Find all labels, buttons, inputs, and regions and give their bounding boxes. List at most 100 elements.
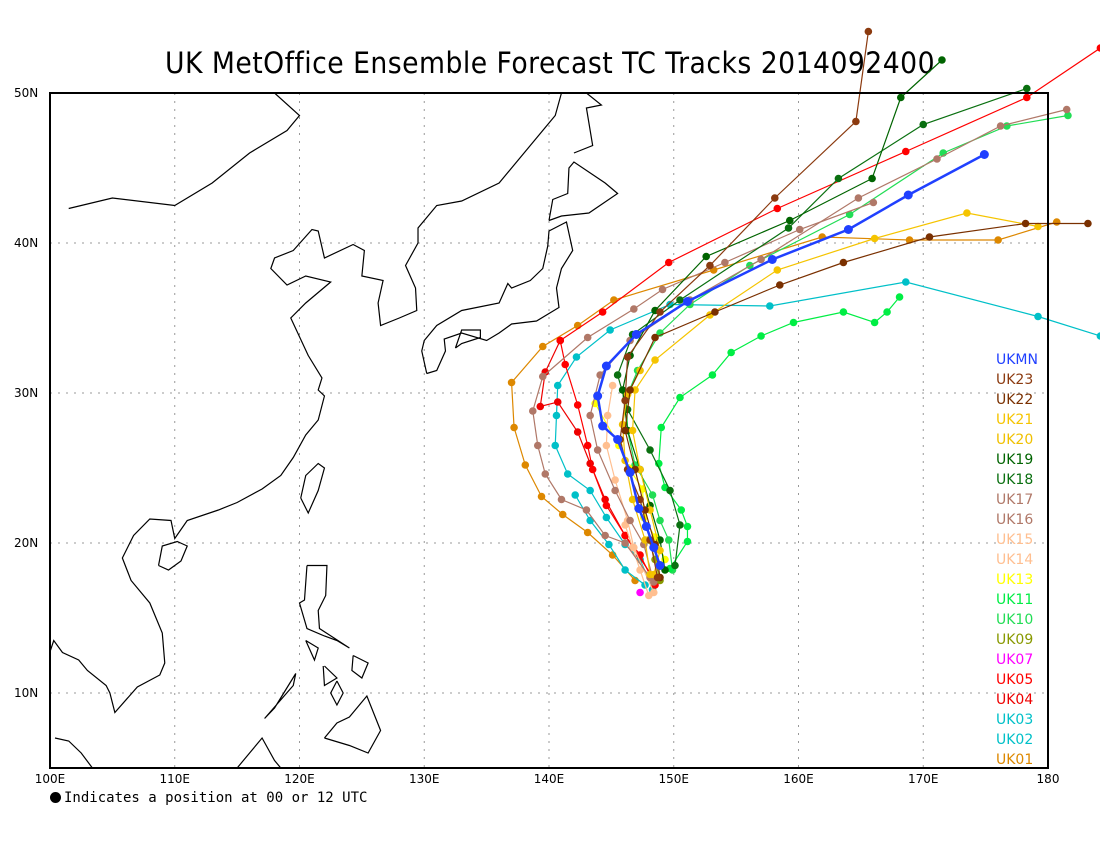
track-position-dot (538, 372, 547, 381)
x-tick-label: 100E (34, 772, 66, 786)
track-position-dot (610, 296, 618, 304)
x-tick-label: 110E (159, 772, 191, 786)
track-position-dot (870, 318, 879, 327)
track-position-dot (621, 396, 629, 405)
track-position-dot (558, 510, 567, 519)
coastline (157, 540, 189, 571)
legend-entry-uk03: UK03 (996, 712, 1034, 728)
legend-entry-uk14: UK14 (996, 552, 1034, 568)
track-position-dot (919, 120, 928, 129)
track-position-dot (870, 234, 879, 243)
track-position-dot (933, 155, 941, 163)
track-position-dot (528, 407, 537, 415)
track-position-dot (671, 561, 679, 570)
track-position-dot (561, 360, 570, 369)
legend-entry-uk13: UK13 (996, 572, 1034, 588)
track-position-dot (938, 56, 946, 64)
track-position-dot (903, 190, 913, 200)
coastline (548, 161, 619, 222)
coastline (351, 654, 369, 679)
track-position-dot (556, 336, 565, 345)
track-position-dot (628, 426, 637, 435)
track-position-dot (676, 393, 684, 402)
y-tick-label: 20N (14, 536, 39, 550)
coastline (54, 737, 93, 768)
track-uk01 (507, 218, 1061, 585)
track-uk21 (628, 209, 1042, 579)
track-position-dot (1064, 111, 1072, 120)
track-position-dot (602, 513, 611, 522)
legend-entry-uk05: UK05 (996, 672, 1034, 688)
track-position-dot (626, 386, 634, 394)
legend-entry-uk17: UK17 (996, 492, 1034, 508)
track-position-dot (789, 318, 798, 327)
track-position-dot (757, 255, 765, 264)
track-position-dot (541, 470, 550, 478)
track-position-dot (839, 308, 848, 316)
track-position-dot (883, 308, 891, 316)
track-position-dot (1021, 219, 1030, 228)
track-position-dot (623, 353, 632, 361)
coastline (330, 680, 344, 707)
track-position-dot (682, 297, 692, 306)
track-position-dot (963, 209, 971, 217)
track-position-dot (711, 308, 719, 316)
track-position-dot (583, 333, 592, 342)
track-position-dot (706, 261, 714, 270)
track-line (510, 221, 1057, 581)
track-uk18 (613, 84, 1031, 570)
track-position-dot (586, 486, 594, 495)
position-dot-icon (50, 792, 61, 803)
coastline (298, 564, 350, 649)
coastline (300, 462, 326, 515)
track-uk05 (556, 44, 1100, 589)
track-position-dot (683, 537, 692, 546)
track-position-dot (563, 470, 572, 478)
coastline (305, 639, 319, 662)
track-position-dot (621, 566, 629, 574)
note-text: Indicates a position at 00 or 12 UTC (64, 790, 368, 806)
tracks (507, 27, 1100, 600)
track-position-dot (845, 210, 854, 219)
track-position-dot (727, 348, 735, 357)
track-line (532, 201, 874, 578)
track-position-dot (611, 476, 619, 484)
track-position-dot (630, 305, 638, 313)
track-position-dot (598, 308, 607, 316)
track-line (658, 296, 901, 569)
track-position-dot (664, 258, 673, 267)
track-position-dot (621, 531, 629, 540)
track-position-dot (613, 371, 622, 379)
track-position-dot (621, 426, 629, 435)
grid-lines (50, 93, 1048, 768)
track-position-dot (605, 540, 613, 549)
track-position-dot (785, 216, 794, 225)
track-position-dot (721, 258, 729, 267)
track-position-dot (536, 402, 545, 411)
track-position-dot (676, 296, 684, 304)
y-tick-label: 50N (14, 86, 39, 100)
track-position-dot (593, 391, 603, 401)
track-position-dot (854, 194, 863, 202)
track-position-dot (636, 588, 644, 597)
track-position-dot (657, 423, 666, 432)
track-position-dot (1096, 332, 1100, 340)
legend-entry-uk11: UK11 (996, 592, 1034, 608)
legend-entry-uk15: UK15 (996, 532, 1034, 548)
track-position-dot (901, 278, 910, 286)
track-position-dot (641, 522, 651, 531)
track-position-dot (507, 378, 516, 387)
coastline (50, 93, 563, 714)
track-position-dot (613, 435, 623, 444)
track-position-dot (552, 411, 561, 420)
coastline (236, 736, 282, 768)
track-position-dot (601, 361, 611, 371)
track-position-dot (651, 356, 659, 364)
track-position-dot (625, 468, 635, 477)
track-position-dot (1062, 105, 1071, 114)
x-tick-label: 130E (409, 772, 440, 786)
legend-entry-uk10: UK10 (996, 612, 1034, 628)
track-position-dot (601, 531, 609, 540)
track-position-dot (533, 441, 542, 450)
track-position-dot (651, 333, 659, 342)
